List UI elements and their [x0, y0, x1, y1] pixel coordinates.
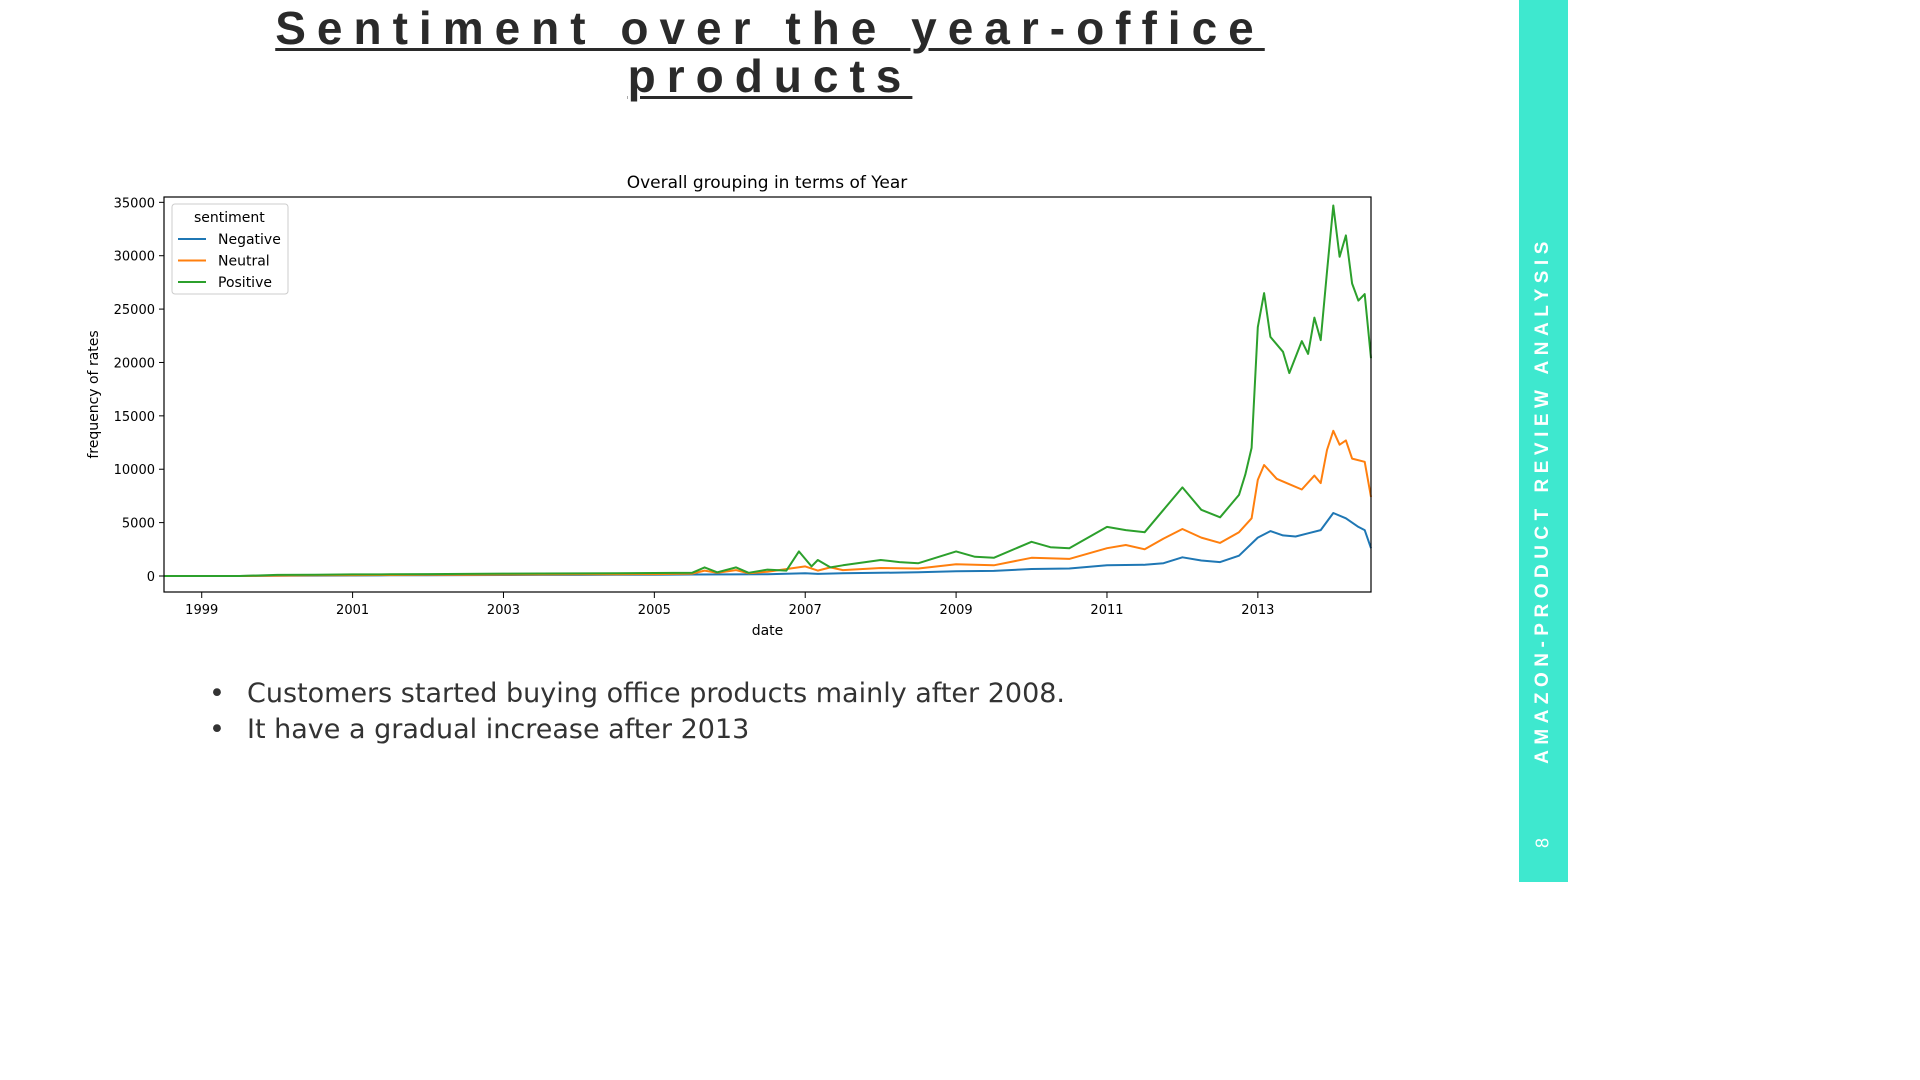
- x-tick-label: 2005: [638, 603, 671, 618]
- legend-entry: Negative: [218, 232, 281, 248]
- legend-title: sentiment: [194, 210, 265, 226]
- y-tick-label: 0: [147, 570, 155, 585]
- y-tick-label: 10000: [114, 463, 155, 478]
- y-tick-label: 30000: [114, 250, 155, 265]
- series-line-neutral: [164, 429, 1372, 577]
- legend: sentiment Negative Neutral Positive: [171, 203, 289, 295]
- series-line-negative: [164, 512, 1372, 577]
- bullet-item: Customers started buying office products…: [205, 676, 1065, 712]
- bullet-item: It have a gradual increase after 2013: [205, 712, 1065, 748]
- x-tick-label: 2007: [789, 603, 822, 618]
- bullet-list: Customers started buying office products…: [205, 676, 1065, 748]
- x-axis: 1999 2001 2003 2005 2007 2009 2011 2013: [185, 592, 1274, 618]
- series-line-positive: [164, 204, 1372, 577]
- y-tick-label: 35000: [114, 196, 155, 211]
- y-axis: 0 5000 10000 15000 20000 25000 30000 35000: [114, 196, 164, 585]
- y-tick-label: 25000: [114, 303, 155, 318]
- y-tick-label: 5000: [122, 517, 155, 532]
- legend-box: [171, 203, 289, 295]
- side-label: AMAZON-PRODUCT REVIEW ANALYSIS: [1532, 236, 1553, 764]
- x-axis-label: date: [752, 623, 784, 639]
- sentiment-line-chart: Overall grouping in terms of Year 0 5000 1…: [70, 160, 1400, 660]
- legend-entry: Neutral: [218, 254, 270, 270]
- y-axis-label: frequency of rates: [86, 330, 102, 458]
- series-lines: [164, 204, 1372, 577]
- y-tick-label: 20000: [114, 356, 155, 371]
- chart-svg: Overall grouping in terms of Year 0 5000 1…: [86, 173, 1372, 639]
- legend-entry: Positive: [218, 275, 272, 291]
- x-tick-label: 2011: [1090, 603, 1123, 618]
- page-number: 8: [1532, 837, 1553, 849]
- y-tick-label: 15000: [114, 410, 155, 425]
- x-tick-label: 1999: [185, 603, 218, 618]
- side-band: [1519, 0, 1568, 882]
- x-tick-label: 2013: [1241, 603, 1274, 618]
- x-tick-label: 2009: [940, 603, 973, 618]
- chart-title: Overall grouping in terms of Year: [627, 173, 908, 193]
- x-tick-label: 2003: [487, 603, 520, 618]
- plot-frame: [163, 196, 1372, 593]
- x-tick-label: 2001: [336, 603, 369, 618]
- slide-title: Sentiment over the year-office products: [275, 2, 1265, 102]
